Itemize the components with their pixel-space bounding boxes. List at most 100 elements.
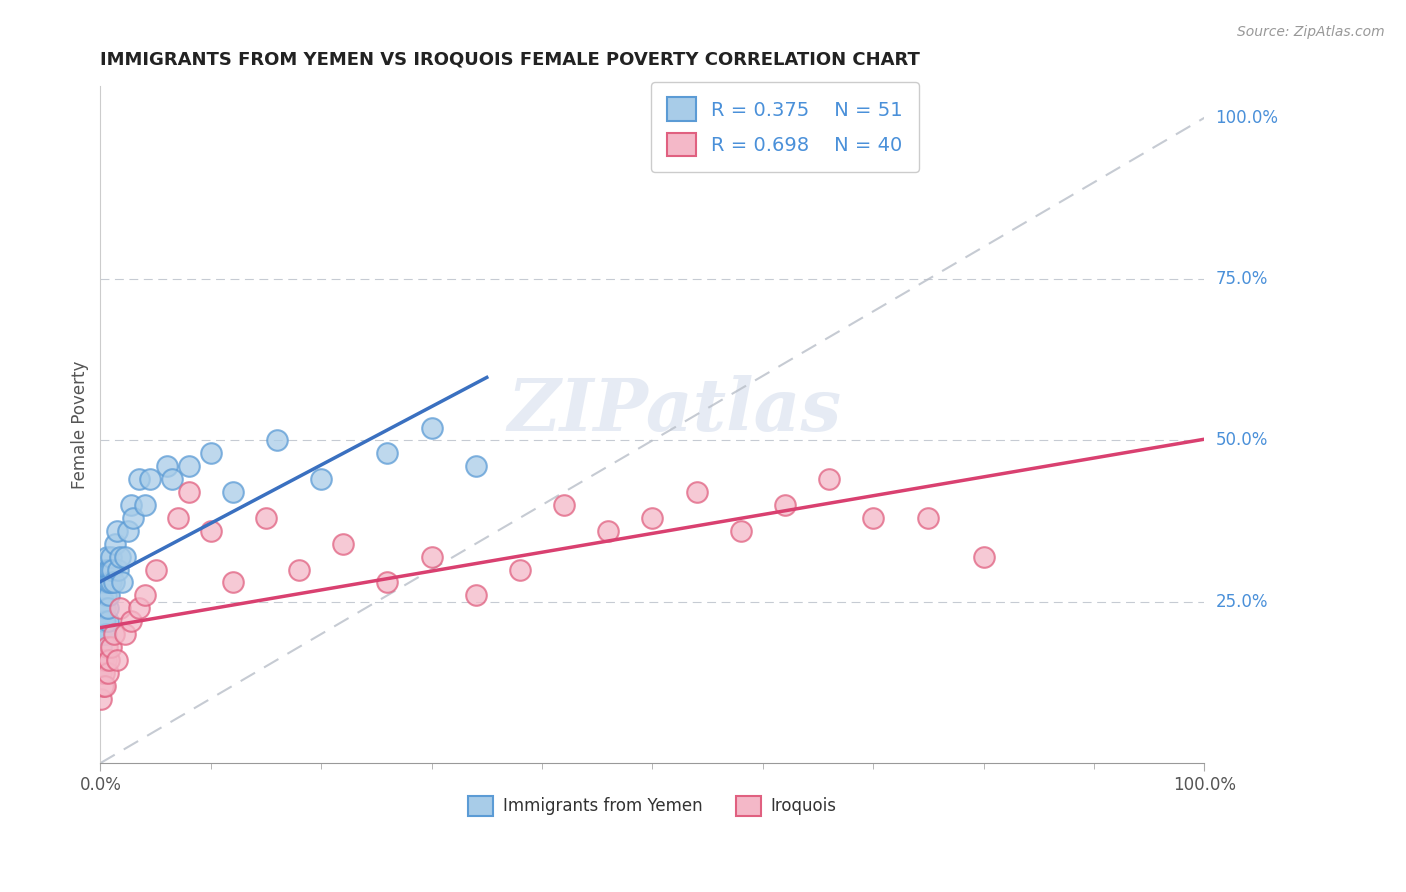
Point <box>114 549 136 564</box>
Point <box>332 537 354 551</box>
Point <box>128 472 150 486</box>
Point <box>107 562 129 576</box>
Point <box>177 485 200 500</box>
Point <box>100 575 122 590</box>
Point <box>973 549 995 564</box>
Point <box>94 614 117 628</box>
Text: 50.0%: 50.0% <box>1216 432 1268 450</box>
Point <box>134 498 156 512</box>
Point <box>96 640 118 654</box>
Point <box>94 627 117 641</box>
Point <box>117 524 139 538</box>
Point <box>377 575 399 590</box>
Point <box>94 562 117 576</box>
Point <box>222 575 245 590</box>
Point <box>97 562 120 576</box>
Point <box>91 601 114 615</box>
Point <box>100 549 122 564</box>
Point <box>93 614 115 628</box>
Point <box>103 575 125 590</box>
Point <box>134 588 156 602</box>
Point <box>93 595 115 609</box>
Point <box>254 511 277 525</box>
Point <box>773 498 796 512</box>
Point <box>166 511 188 525</box>
Point <box>90 627 112 641</box>
Point <box>104 537 127 551</box>
Point <box>90 659 112 673</box>
Point <box>98 588 121 602</box>
Point <box>120 614 142 628</box>
Point <box>91 614 114 628</box>
Point <box>155 459 177 474</box>
Point <box>509 562 531 576</box>
Point <box>128 601 150 615</box>
Point <box>98 575 121 590</box>
Point <box>97 614 120 628</box>
Point <box>818 472 841 486</box>
Point <box>917 511 939 525</box>
Point <box>96 575 118 590</box>
Point <box>222 485 245 500</box>
Point <box>91 653 114 667</box>
Legend: Immigrants from Yemen, Iroquois: Immigrants from Yemen, Iroquois <box>461 789 844 822</box>
Point <box>97 665 120 680</box>
Y-axis label: Female Poverty: Female Poverty <box>72 360 89 489</box>
Point <box>139 472 162 486</box>
Point <box>177 459 200 474</box>
Point <box>464 459 486 474</box>
Point <box>114 627 136 641</box>
Point <box>93 562 115 576</box>
Point <box>105 524 128 538</box>
Point <box>309 472 332 486</box>
Point <box>730 524 752 538</box>
Text: 25.0%: 25.0% <box>1216 593 1268 611</box>
Text: IMMIGRANTS FROM YEMEN VS IROQUOIS FEMALE POVERTY CORRELATION CHART: IMMIGRANTS FROM YEMEN VS IROQUOIS FEMALE… <box>100 51 920 69</box>
Point <box>94 601 117 615</box>
Point <box>91 653 114 667</box>
Point <box>110 601 132 615</box>
Point <box>91 679 114 693</box>
Point <box>420 549 443 564</box>
Point <box>862 511 884 525</box>
Point <box>94 653 117 667</box>
Point <box>200 446 222 460</box>
Point <box>98 562 121 576</box>
Point <box>103 627 125 641</box>
Point <box>122 511 145 525</box>
Point <box>98 653 121 667</box>
Point <box>598 524 620 538</box>
Text: 100.0%: 100.0% <box>1216 109 1278 127</box>
Point <box>160 472 183 486</box>
Point <box>200 524 222 538</box>
Point <box>93 665 115 680</box>
Point <box>94 588 117 602</box>
Point <box>288 562 311 576</box>
Point <box>266 434 288 448</box>
Point <box>110 549 132 564</box>
Point <box>120 498 142 512</box>
Point <box>96 549 118 564</box>
Point <box>420 420 443 434</box>
Point <box>105 653 128 667</box>
Point <box>90 691 112 706</box>
Point <box>685 485 707 500</box>
Point <box>90 640 112 654</box>
Point <box>97 601 120 615</box>
Point <box>111 575 134 590</box>
Text: ZIPatlas: ZIPatlas <box>508 376 842 446</box>
Point <box>94 575 117 590</box>
Text: 75.0%: 75.0% <box>1216 270 1268 288</box>
Point <box>90 665 112 680</box>
Text: Source: ZipAtlas.com: Source: ZipAtlas.com <box>1237 25 1385 39</box>
Point <box>464 588 486 602</box>
Point <box>94 679 117 693</box>
Point <box>553 498 575 512</box>
Point <box>641 511 664 525</box>
Point <box>101 562 124 576</box>
Point <box>93 627 115 641</box>
Point <box>377 446 399 460</box>
Point <box>145 562 167 576</box>
Point <box>100 640 122 654</box>
Point <box>91 575 114 590</box>
